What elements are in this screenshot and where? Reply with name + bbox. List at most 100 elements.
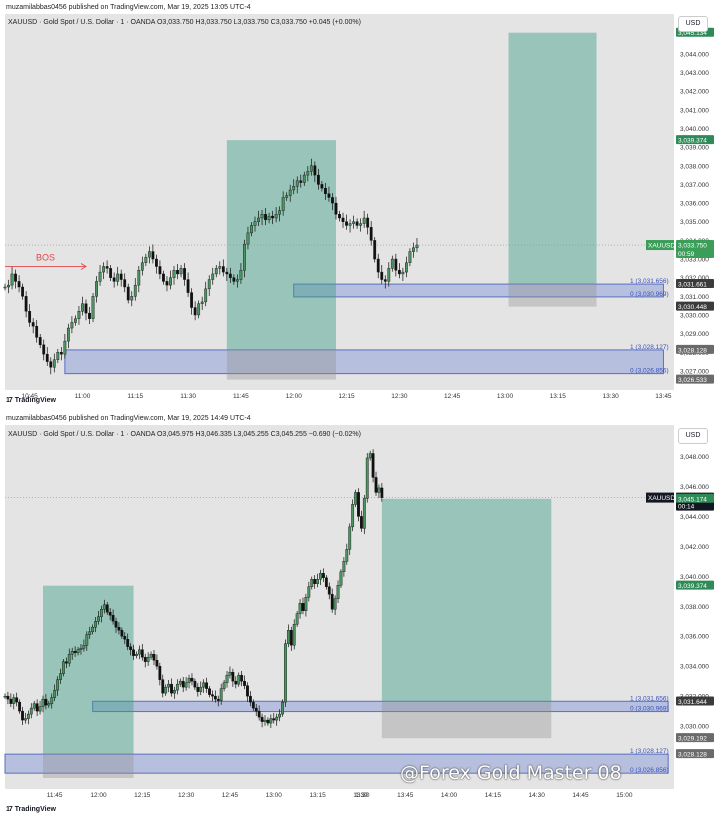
candle (123, 279, 127, 288)
candlestick-chart[interactable]: 1 (3,031.656) 0 (3,030.969) 1 (3,028.127) 0… (0, 425, 720, 805)
candle (70, 322, 74, 329)
currency-button[interactable]: USD (678, 16, 708, 32)
candle (295, 180, 299, 187)
price-badge (676, 279, 714, 289)
candle (47, 703, 51, 706)
demand-zone (4, 753, 669, 774)
candle (202, 682, 206, 688)
candle (31, 322, 35, 327)
symbol-tag (646, 240, 674, 251)
candle (73, 650, 77, 653)
symbol-tag-label: XAUUSD (648, 495, 675, 502)
candle (24, 296, 28, 312)
candle (292, 624, 296, 646)
candle (380, 487, 384, 498)
footer-label: TradingView (14, 806, 56, 813)
candle (102, 266, 105, 273)
candle (369, 227, 373, 241)
candle (91, 627, 95, 632)
price-badge (676, 135, 714, 145)
candle (84, 303, 88, 314)
candle (186, 279, 190, 293)
time-axis (0, 789, 674, 801)
candle (193, 680, 197, 688)
candle (88, 312, 91, 319)
candle (313, 165, 317, 176)
candle (164, 686, 168, 694)
x-tick-label: 13:30 (602, 393, 619, 400)
price-badge (676, 580, 714, 590)
candle (295, 613, 299, 625)
candle (334, 202, 338, 215)
candle (140, 262, 144, 271)
candle (351, 504, 355, 528)
candle (309, 165, 313, 172)
y-tick-label: 3,032.000 (680, 275, 709, 282)
watermark: @Forex Gold Master 08 (400, 762, 622, 784)
candle (155, 258, 158, 267)
currency-button[interactable]: USD (678, 428, 708, 444)
price-badge-label: 3,030.448 (678, 304, 707, 311)
price-axis (674, 425, 720, 801)
candle (105, 266, 109, 269)
candle (155, 659, 159, 667)
candle (380, 271, 384, 280)
candle (29, 707, 33, 715)
candle (135, 653, 138, 656)
candle (269, 718, 273, 724)
candle (313, 579, 317, 584)
candle (123, 636, 127, 640)
candle (169, 277, 172, 286)
candle (387, 268, 391, 282)
candle (97, 616, 100, 622)
candle (281, 701, 284, 715)
candle (373, 240, 377, 260)
y-tick-label: 3,038.000 (680, 163, 709, 170)
publish-info: muzamilabbas0456 published on TradingVie… (6, 4, 251, 11)
time-axis (0, 390, 674, 402)
x-tick-label: 13:30 (353, 792, 370, 799)
candle (368, 453, 372, 459)
price-badge (676, 749, 714, 759)
candle (333, 598, 337, 610)
candle (298, 603, 302, 614)
candle (17, 281, 21, 288)
candle (271, 215, 274, 219)
candle (129, 646, 133, 650)
demand-zone (293, 283, 664, 298)
price-badge-label: 3,033.750 (678, 243, 707, 250)
candle (266, 719, 270, 724)
fib-label: 1 (3,031.656) (630, 278, 669, 285)
candle (211, 273, 215, 280)
candle (292, 186, 296, 191)
countdown-label: 00:14 (678, 504, 695, 511)
y-tick-label: 3,044.000 (680, 51, 709, 58)
target-zone (381, 498, 552, 702)
candle (219, 688, 223, 701)
price-badge (676, 696, 714, 706)
candle (3, 695, 7, 698)
candle (246, 685, 249, 697)
y-tick-label: 3,046.000 (680, 484, 709, 491)
y-tick-label: 3,027.000 (680, 368, 709, 375)
candle (76, 649, 80, 653)
candle (330, 594, 334, 610)
candle (354, 492, 357, 505)
candle (234, 680, 238, 685)
fib-label: 0 (3,026.856) (630, 767, 669, 774)
candle (105, 604, 109, 613)
candle (12, 697, 16, 704)
candle (184, 682, 188, 688)
candlestick-chart[interactable]: BOS 1 (3,031.656) 0 (3,030.969) 1 (3,028.12… (0, 14, 720, 406)
candle (167, 683, 170, 688)
candle (359, 223, 363, 226)
price-badge-label: 3,029.192 (678, 736, 707, 743)
price-badge-label: 3,039.374 (678, 138, 707, 145)
candle (243, 243, 246, 271)
candle (149, 653, 153, 658)
candle (366, 217, 370, 228)
price-badge-label: 3,045.174 (678, 496, 707, 503)
candle (213, 695, 217, 700)
candle (243, 680, 246, 686)
stop-zone (381, 701, 552, 739)
